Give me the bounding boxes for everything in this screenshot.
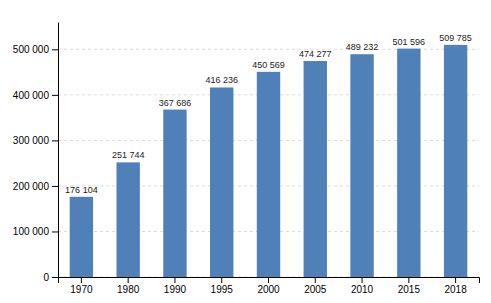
bars	[70, 45, 468, 277]
x-tick-label: 1980	[117, 284, 140, 295]
bar	[210, 87, 233, 277]
x-tick-mark	[315, 277, 316, 283]
chart: 0 100 000 200 000 300 000 400 000 500 000 1970…	[0, 0, 491, 303]
x-tick-label: 2010	[351, 284, 374, 295]
y-axis: 0 100 000 200 000 300 000 400 000 500 000	[13, 23, 59, 283]
bar	[444, 45, 467, 277]
y-tick-mark	[52, 277, 58, 278]
x-tick-label: 2015	[398, 284, 421, 295]
y-tick: 0	[43, 272, 58, 283]
x-tick-mark	[268, 277, 269, 283]
x-axis-line	[59, 278, 480, 284]
data-label: 251 744	[112, 150, 145, 160]
x-tick-mark	[174, 277, 175, 283]
bar	[163, 110, 186, 277]
data-label: 509 785	[439, 33, 472, 43]
x-tick: 1990	[164, 277, 187, 295]
data-label: 474 277	[299, 49, 332, 59]
x-tick-mark	[455, 277, 456, 283]
y-tick: 500 000	[13, 44, 58, 55]
y-tick-label: 0	[43, 272, 49, 283]
x-tick-label: 1990	[164, 284, 187, 295]
x-tick-mark	[128, 277, 129, 283]
x-tick-label: 1970	[70, 284, 93, 295]
x-tick: 1970	[70, 277, 93, 295]
y-tick-mark	[52, 140, 58, 141]
x-tick: 2015	[398, 277, 421, 295]
plot: 0 100 000 200 000 300 000 400 000 500 000 1970…	[13, 23, 480, 296]
x-tick: 2000	[257, 277, 280, 295]
data-label: 450 569	[252, 60, 285, 70]
x-tick: 2018	[444, 277, 467, 295]
data-labels: 176 104 251 744 367 686 416 236 450 569 474 2…	[65, 33, 472, 195]
y-tick-label: 400 000	[13, 90, 50, 101]
data-label: 489 232	[346, 42, 379, 52]
y-tick-label: 200 000	[13, 181, 50, 192]
data-label: 176 104	[65, 185, 98, 195]
bar	[304, 61, 327, 277]
data-label: 416 236	[205, 75, 238, 85]
x-tick: 2010	[351, 277, 374, 295]
x-tick: 1980	[117, 277, 140, 295]
x-axis: 1970 1980 1990 1995 2000 2005 2010 2015 2018	[59, 277, 480, 295]
x-tick-mark	[408, 277, 409, 283]
x-tick-label: 2018	[444, 284, 467, 295]
x-tick-mark	[81, 277, 82, 283]
bar	[70, 197, 93, 277]
y-tick: 400 000	[13, 90, 58, 101]
bar	[116, 162, 139, 277]
y-tick-mark	[52, 231, 58, 232]
y-tick-label: 100 000	[13, 226, 50, 237]
y-tick-label: 300 000	[13, 135, 50, 146]
x-tick-label: 2005	[304, 284, 327, 295]
bar	[397, 49, 420, 277]
data-label: 501 596	[393, 37, 426, 47]
x-tick-label: 1995	[211, 284, 234, 295]
bar	[257, 72, 280, 277]
x-tick: 2005	[304, 277, 327, 295]
y-tick: 200 000	[13, 181, 58, 192]
y-tick-label: 500 000	[13, 44, 50, 55]
y-axis-line	[58, 23, 59, 278]
y-tick-mark	[52, 49, 58, 50]
y-tick: 300 000	[13, 135, 58, 146]
bar	[350, 54, 373, 277]
grid	[58, 49, 479, 277]
y-tick: 100 000	[13, 226, 58, 237]
y-tick-mark	[52, 95, 58, 96]
x-tick-mark	[221, 277, 222, 283]
y-tick-mark	[52, 186, 58, 187]
x-tick: 1995	[211, 277, 234, 295]
x-tick-mark	[362, 277, 363, 283]
x-tick-label: 2000	[257, 284, 280, 295]
data-label: 367 686	[159, 98, 192, 108]
